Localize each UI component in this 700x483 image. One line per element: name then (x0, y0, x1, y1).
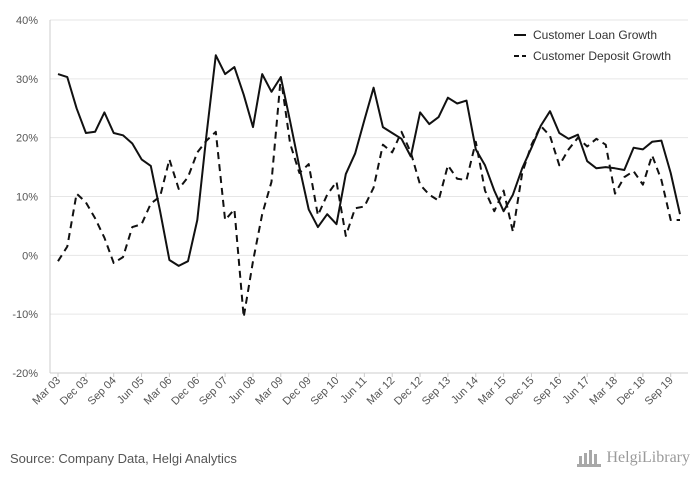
x-tick-label: Jun 05 (115, 375, 147, 407)
y-tick-labels: -20% -10% 0% 10% 20% 30% 40% (12, 15, 38, 380)
x-tick-label: Dec 18 (615, 375, 648, 408)
grid-lines (50, 19, 688, 374)
y-tick-label: -20% (12, 368, 38, 380)
logo-text: HelgiLibrary (606, 449, 690, 466)
source-note: Source: Company Data, Helgi Analytics (10, 451, 237, 466)
legend-label-deposit: Customer Deposit Growth (533, 49, 671, 63)
footer: Source: Company Data, Helgi Analytics He… (0, 440, 700, 483)
x-tick-label: Jun 11 (338, 375, 369, 406)
x-tick-label: Sep 19 (643, 375, 676, 408)
x-tick-label: Sep 13 (420, 375, 453, 408)
x-tick-label: Dec 09 (281, 375, 314, 408)
series-line-deposit-growth (57, 76, 680, 319)
y-tick-label: -10% (12, 309, 38, 321)
x-tick-label: Mar 06 (142, 375, 175, 408)
y-tick-label: 30% (16, 74, 38, 86)
library-building-icon (577, 450, 602, 467)
x-tick-label: Dec 12 (392, 375, 425, 408)
series-lines (57, 54, 681, 319)
x-tick-label: Jun 14 (449, 375, 481, 407)
x-tick-label: Mar 12 (365, 375, 398, 408)
x-tick-label: Dec 03 (58, 375, 91, 408)
axes (49, 20, 688, 374)
x-tick-label: Mar 18 (587, 375, 620, 408)
legend-label-loan: Customer Loan Growth (533, 28, 657, 42)
x-tick-label: Jun 08 (226, 375, 258, 407)
x-tick-label: Sep 16 (531, 375, 564, 408)
x-tick-label: Sep 10 (308, 375, 341, 408)
y-tick-label: 20% (16, 133, 38, 145)
y-tick-label: 10% (16, 192, 38, 204)
series-line-loan-growth (57, 54, 681, 267)
x-tick-label: Mar 09 (253, 375, 286, 408)
x-tick-label: Sep 04 (86, 375, 119, 408)
legend: Customer Loan Growth Customer Deposit Gr… (514, 28, 671, 63)
y-tick-label: 0% (22, 250, 38, 262)
y-tick-label: 40% (16, 15, 38, 27)
x-tick-label: Sep 07 (197, 375, 230, 408)
x-tick-label: Mar 15 (476, 375, 509, 408)
helgi-library-logo[interactable]: HelgiLibrary (576, 448, 690, 468)
x-tick-label: Dec 06 (169, 375, 202, 408)
x-tick-label: Jun 17 (560, 375, 592, 407)
x-tick-label: Dec 15 (503, 375, 536, 408)
